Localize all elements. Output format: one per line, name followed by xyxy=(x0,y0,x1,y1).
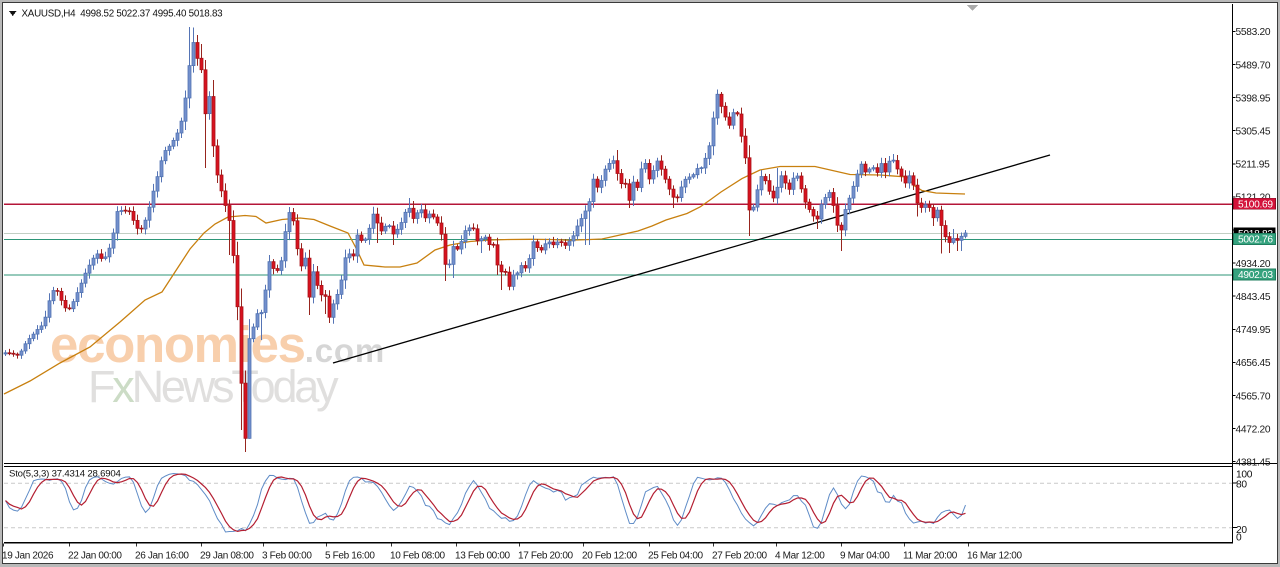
svg-text:4472.20: 4472.20 xyxy=(1236,424,1271,435)
svg-text:27 Feb 20:00: 27 Feb 20:00 xyxy=(712,551,768,562)
svg-text:16 Mar 12:00: 16 Mar 12:00 xyxy=(967,551,1023,562)
svg-text:9 Mar 04:00: 9 Mar 04:00 xyxy=(840,551,890,562)
svg-text:4843.45: 4843.45 xyxy=(1236,292,1271,303)
svg-text:XAUUSD,H4 4998.52 5022.37 499: XAUUSD,H4 4998.52 5022.37 4995.40 5018.8… xyxy=(22,8,224,19)
svg-text:20 Feb 12:00: 20 Feb 12:00 xyxy=(582,551,638,562)
svg-text:19 Jan 2026: 19 Jan 2026 xyxy=(2,551,54,562)
svg-text:Sto(5,3,3) 37.4314 28.6904: Sto(5,3,3) 37.4314 28.6904 xyxy=(9,469,121,480)
svg-text:29 Jan 08:00: 29 Jan 08:00 xyxy=(200,551,254,562)
svg-text:5 Feb 16:00: 5 Feb 16:00 xyxy=(325,551,375,562)
svg-text:25 Feb 04:00: 25 Feb 04:00 xyxy=(648,551,704,562)
svg-text:5305.45: 5305.45 xyxy=(1236,127,1271,138)
svg-text:5489.70: 5489.70 xyxy=(1236,60,1271,71)
svg-text:4902.03: 4902.03 xyxy=(1238,270,1273,281)
svg-text:4381.45: 4381.45 xyxy=(1236,458,1271,469)
svg-text:FxNewsToday: FxNewsToday xyxy=(88,361,339,412)
svg-text:3 Feb 00:00: 3 Feb 00:00 xyxy=(262,551,312,562)
svg-text:22 Jan 00:00: 22 Jan 00:00 xyxy=(68,551,122,562)
svg-text:4656.45: 4656.45 xyxy=(1236,358,1271,369)
svg-text:5211.95: 5211.95 xyxy=(1236,160,1271,171)
svg-text:26 Jan 16:00: 26 Jan 16:00 xyxy=(135,551,189,562)
svg-text:10 Feb 08:00: 10 Feb 08:00 xyxy=(390,551,446,562)
svg-text:5002.76: 5002.76 xyxy=(1238,235,1273,246)
svg-text:5583.20: 5583.20 xyxy=(1236,27,1271,38)
svg-text:5100.69: 5100.69 xyxy=(1238,199,1273,210)
svg-text:4934.20: 4934.20 xyxy=(1236,259,1271,270)
svg-text:4 Mar 12:00: 4 Mar 12:00 xyxy=(775,551,825,562)
svg-text:17 Feb 20:00: 17 Feb 20:00 xyxy=(518,551,574,562)
svg-text:5398.95: 5398.95 xyxy=(1236,93,1271,104)
svg-text:13 Feb 00:00: 13 Feb 00:00 xyxy=(455,551,511,562)
svg-text:80: 80 xyxy=(1236,480,1247,491)
svg-text:20: 20 xyxy=(1236,525,1247,536)
svg-text:4749.95: 4749.95 xyxy=(1236,325,1271,336)
svg-text:11 Mar 20:00: 11 Mar 20:00 xyxy=(903,551,958,562)
svg-text:4565.70: 4565.70 xyxy=(1236,391,1271,402)
svg-text:0: 0 xyxy=(1236,533,1242,544)
svg-text:100: 100 xyxy=(1236,469,1253,480)
